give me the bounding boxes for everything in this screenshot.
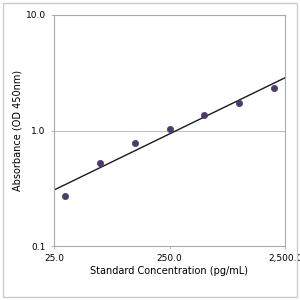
Point bbox=[132, 141, 137, 146]
X-axis label: Standard Concentration (pg/mL): Standard Concentration (pg/mL) bbox=[91, 266, 248, 276]
Point bbox=[63, 194, 68, 199]
Point bbox=[98, 161, 102, 166]
Point bbox=[272, 85, 276, 90]
Y-axis label: Absorbance (OD 450nm): Absorbance (OD 450nm) bbox=[13, 70, 23, 191]
Point bbox=[202, 113, 207, 118]
Point bbox=[237, 101, 242, 106]
Point bbox=[167, 126, 172, 131]
